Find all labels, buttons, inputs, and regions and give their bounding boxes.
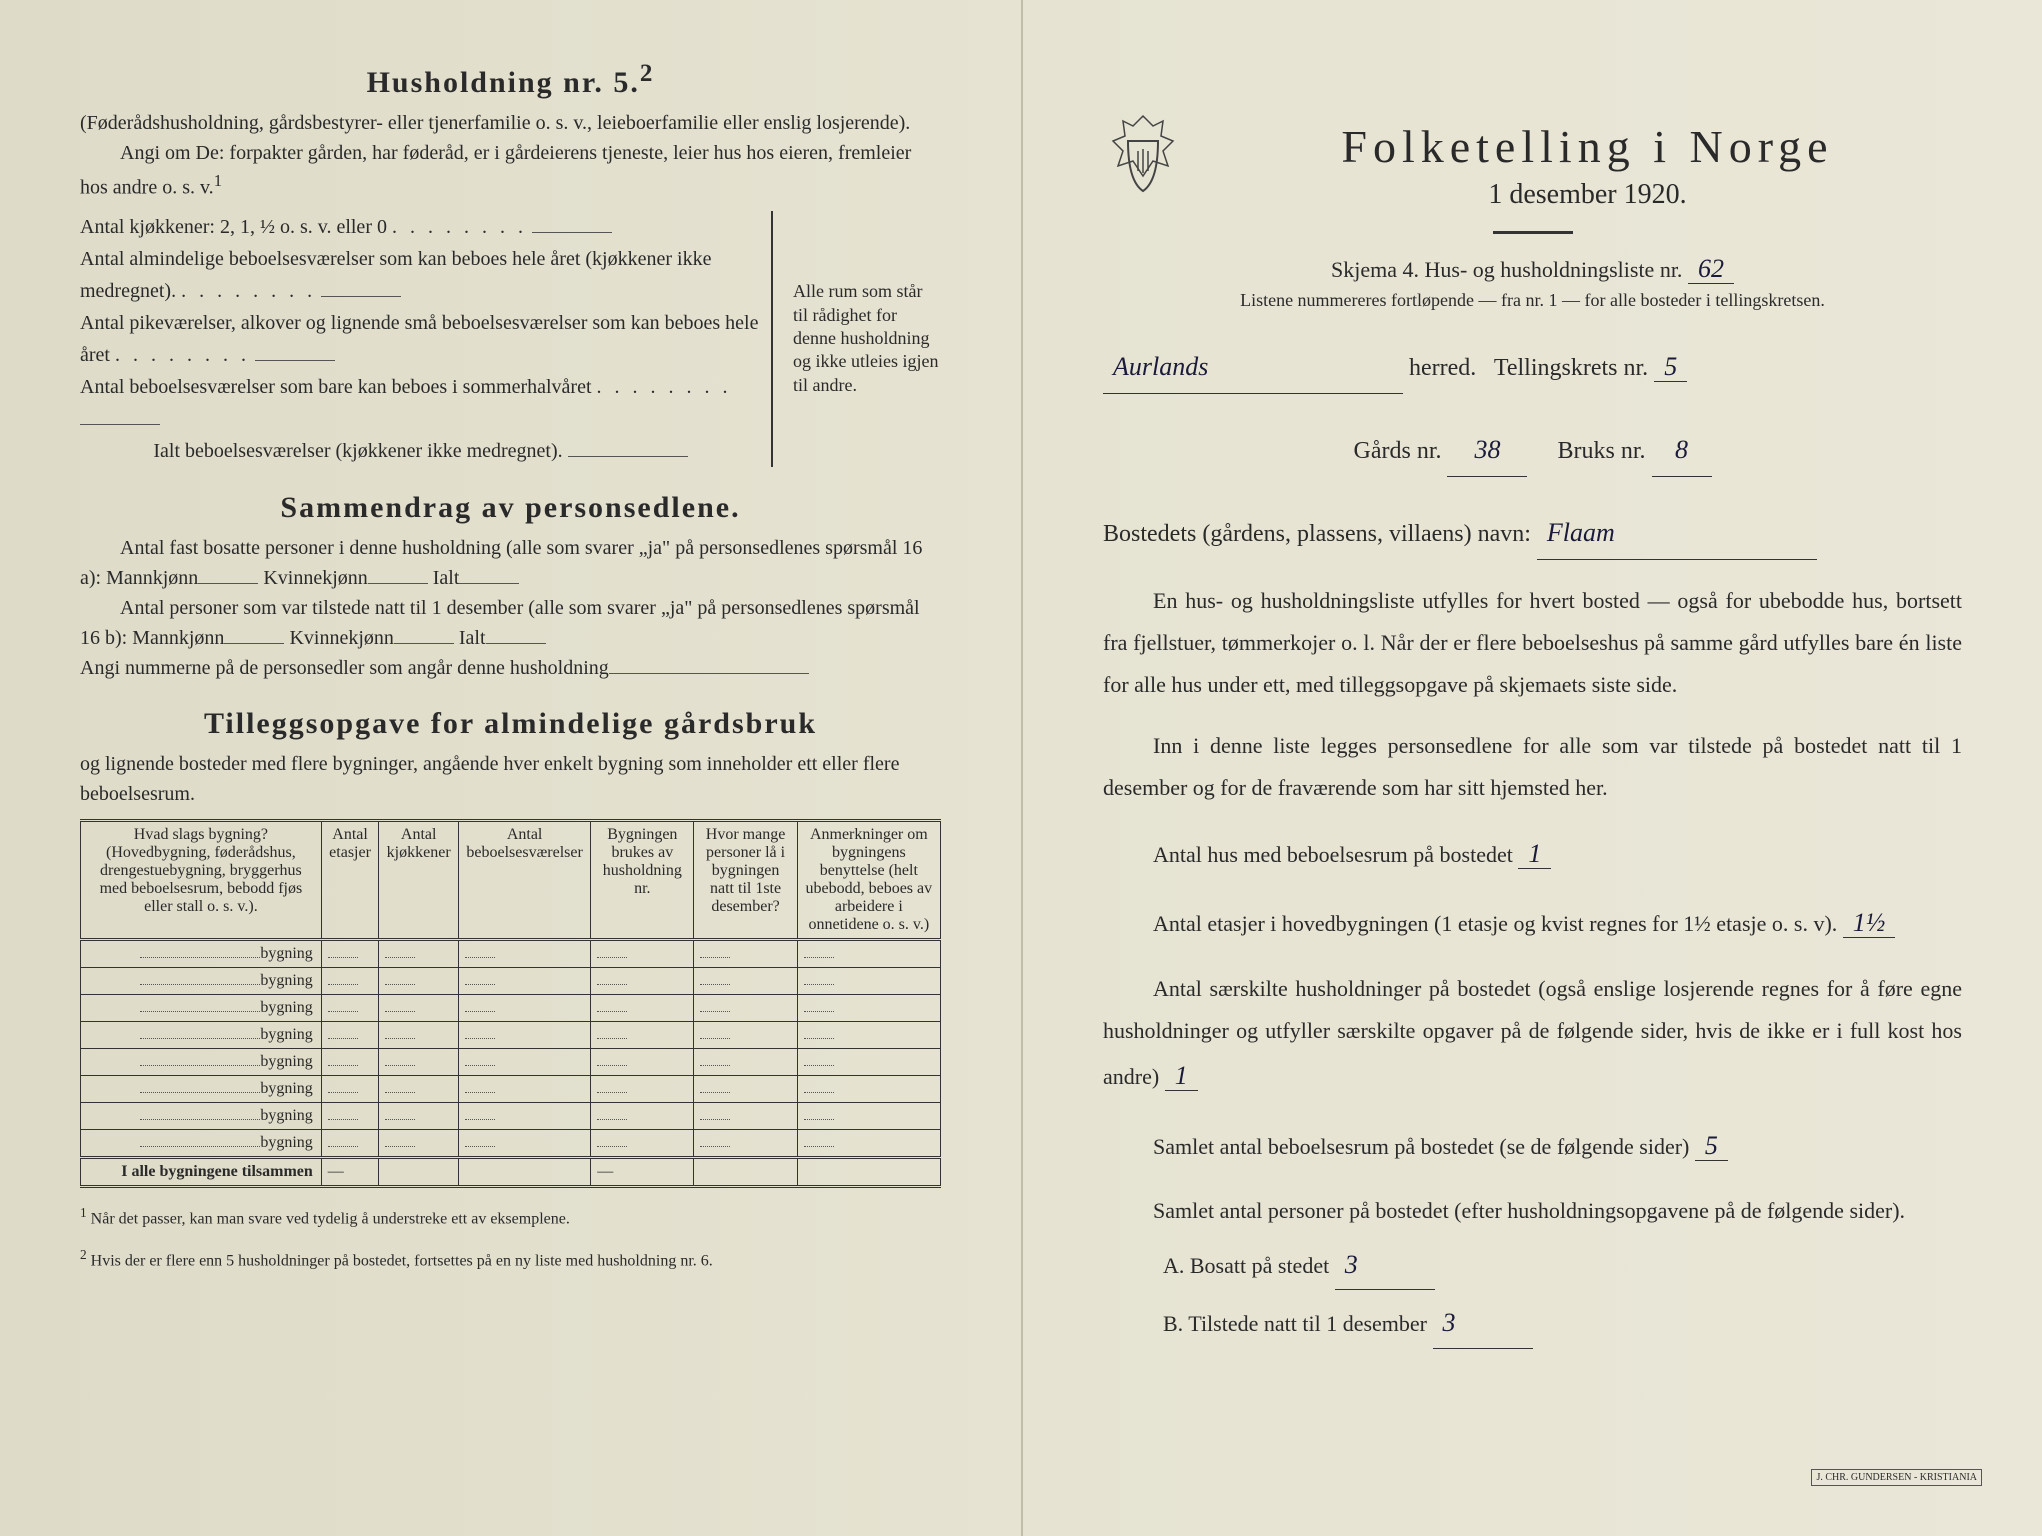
table-row: bygning bbox=[81, 994, 941, 1021]
para1: En hus- og husholdningsliste utfylles fo… bbox=[1103, 580, 1962, 705]
right-page: Folketelling i Norge 1 desember 1920. Sk… bbox=[1021, 0, 2042, 1536]
table-row: bygning bbox=[81, 939, 941, 967]
para2: Inn i denne liste legges personsedlene f… bbox=[1103, 725, 1962, 809]
gard-row: Gårds nr. 38 Bruks nr. 8 bbox=[1103, 424, 1962, 477]
herred-value: Aurlands bbox=[1103, 341, 1403, 394]
gard-value: 38 bbox=[1447, 424, 1527, 477]
table-header: Hvor mange personer lå i bygningen natt … bbox=[694, 820, 797, 939]
qb: B. Tilstede natt til 1 desember 3 bbox=[1163, 1298, 1962, 1348]
table-row: bygning bbox=[81, 1129, 941, 1157]
skjema-value: 62 bbox=[1688, 254, 1734, 284]
table-header: Antal etasjer bbox=[321, 820, 379, 939]
q4: Samlet antal beboelsesrum på bostedet (s… bbox=[1103, 1121, 1962, 1170]
q3-value: 1 bbox=[1165, 1061, 1198, 1091]
sam2: Antal personer som var tilstede natt til… bbox=[80, 593, 941, 653]
building-table: Hvad slags bygning? (Hovedbygning, føder… bbox=[80, 819, 941, 1188]
sam1: Antal fast bosatte personer i denne hush… bbox=[80, 533, 941, 593]
q1: Antal hus med beboelsesrum på bostedet 1 bbox=[1103, 829, 1962, 878]
q2-value: 1½ bbox=[1843, 908, 1896, 938]
rooms1: Antal almindelige beboelsesværelser som … bbox=[80, 243, 761, 307]
table-row: bygning bbox=[81, 967, 941, 994]
tkrets-value: 5 bbox=[1654, 352, 1687, 382]
table-row: bygning bbox=[81, 1075, 941, 1102]
footnote-2: 2 Hvis der er flere enn 5 husholdninger … bbox=[80, 1246, 941, 1273]
title-date: 1 desember 1920. bbox=[1213, 179, 1962, 211]
printer-mark: J. CHR. GUNDERSEN - KRISTIANIA bbox=[1811, 1469, 1982, 1486]
footnote-1: 1 Når det passer, kan man svare ved tyde… bbox=[80, 1204, 941, 1231]
left-page: Husholdning nr. 5.2 (Føderådshusholdning… bbox=[0, 0, 1021, 1536]
sam3: Angi nummerne på de personsedler som ang… bbox=[80, 653, 941, 683]
rooms-block: Antal kjøkkener: 2, 1, ½ o. s. v. eller … bbox=[80, 211, 941, 467]
coat-of-arms-icon bbox=[1103, 111, 1183, 201]
rooms2: Antal pikeværelser, alkover og lignende … bbox=[80, 307, 761, 371]
q4-value: 5 bbox=[1695, 1131, 1728, 1161]
table-header: Hvad slags bygning? (Hovedbygning, føder… bbox=[81, 820, 322, 939]
q5: Samlet antal personer på bostedet (efter… bbox=[1103, 1190, 1962, 1232]
heading-tillegg: Tilleggsopgave for almindelige gårdsbruk bbox=[80, 707, 941, 741]
table-row: bygning bbox=[81, 1048, 941, 1075]
divider bbox=[1493, 231, 1573, 234]
kitchen-line: Antal kjøkkener: 2, 1, ½ o. s. v. eller … bbox=[80, 211, 761, 243]
desc1: (Føderådshusholdning, gårdsbestyrer- ell… bbox=[80, 108, 941, 138]
table-header: Bygningen brukes av husholdning nr. bbox=[591, 820, 694, 939]
skjema-line: Skjema 4. Hus- og husholdningsliste nr. … bbox=[1103, 254, 1962, 284]
herred-row: Aurlands herred. Tellingskrets nr. 5 bbox=[1103, 341, 1962, 394]
table-header: Antal beboelsesværelser bbox=[459, 820, 591, 939]
q2: Antal etasjer i hovedbygningen (1 etasje… bbox=[1103, 898, 1962, 947]
qa-value: 3 bbox=[1335, 1240, 1435, 1290]
q1-value: 1 bbox=[1518, 839, 1551, 869]
brace-note: Alle rum som står til rådighet for denne… bbox=[771, 211, 941, 467]
table-header: Antal kjøkkener bbox=[379, 820, 459, 939]
qb-value: 3 bbox=[1433, 1298, 1533, 1348]
table-row: bygning bbox=[81, 1021, 941, 1048]
heading-husholdning: Husholdning nr. 5.2 bbox=[80, 60, 941, 100]
rooms-total: Ialt beboelsesværelser (kjøkkener ikke m… bbox=[80, 435, 761, 467]
heading-sammendrag: Sammendrag av personsedlene. bbox=[80, 491, 941, 525]
list-note: Listene nummereres fortløpende — fra nr.… bbox=[1103, 290, 1962, 311]
q3: Antal særskilte husholdninger på bostede… bbox=[1103, 968, 1962, 1101]
table-header: Anmerkninger om bygningens benyttelse (h… bbox=[797, 820, 940, 939]
qa: A. Bosatt på stedet 3 bbox=[1163, 1240, 1962, 1290]
tillegg-sub: og lignende bosteder med flere bygninger… bbox=[80, 749, 941, 809]
main-title: Folketelling i Norge bbox=[1213, 120, 1962, 173]
desc2: Angi om De: forpakter gården, har føderå… bbox=[80, 138, 941, 203]
bosted-row: Bostedets (gårdens, plassens, villaens) … bbox=[1103, 507, 1962, 560]
bruks-value: 8 bbox=[1652, 424, 1712, 477]
bosted-value: Flaam bbox=[1537, 507, 1817, 560]
table-row: bygning bbox=[81, 1102, 941, 1129]
total-row-label: I alle bygningene tilsammen bbox=[81, 1157, 322, 1186]
rooms3: Antal beboelsesværelser som bare kan beb… bbox=[80, 371, 761, 435]
